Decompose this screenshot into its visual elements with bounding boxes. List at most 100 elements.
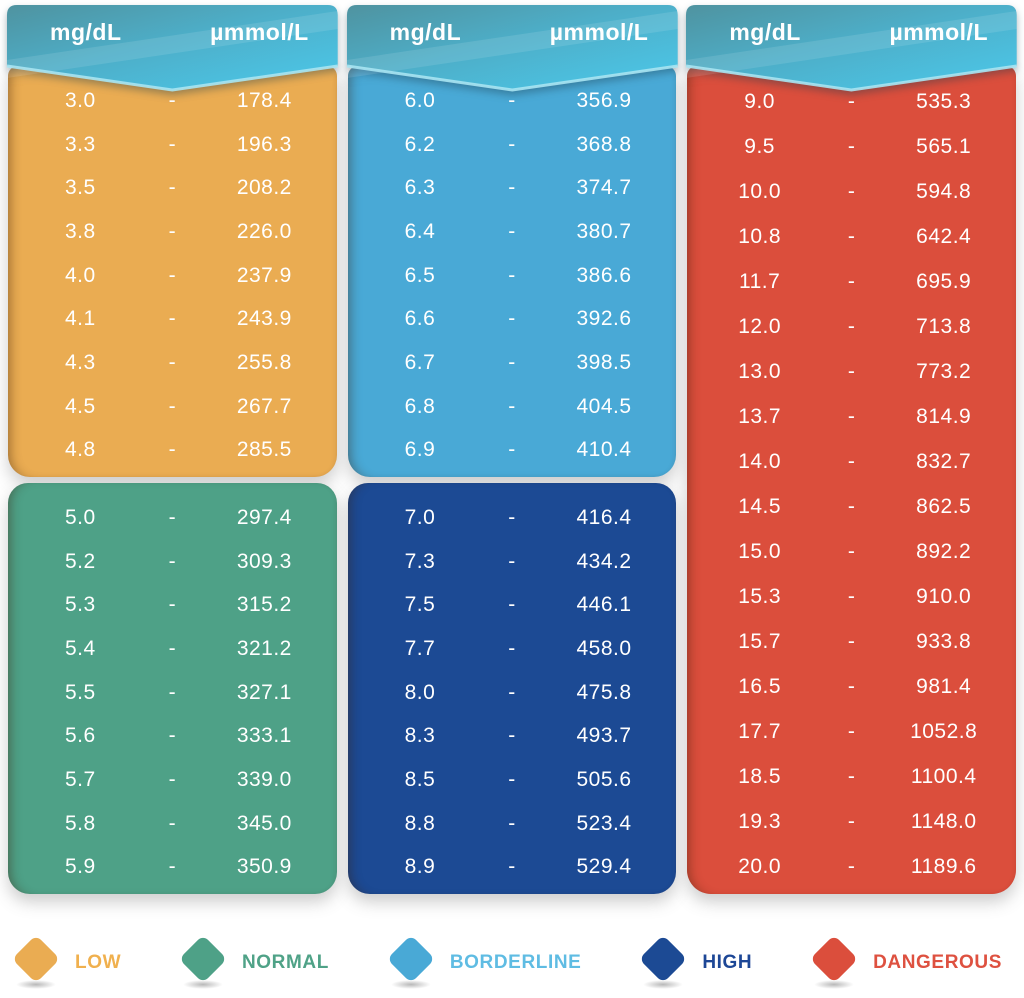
high-diamond-icon [639, 934, 688, 984]
table-row: 12.0 - 713.8 [687, 304, 1016, 349]
mg-value: 6.9 [404, 438, 436, 462]
table-row: 4.5 - 267.7 [8, 385, 337, 429]
table-row: 7.0 - 416.4 [348, 496, 677, 540]
umol-value: 392.6 [576, 307, 632, 331]
umol-value: 350.9 [236, 855, 292, 879]
range-dash: - [847, 269, 856, 293]
borderline-diamond-icon [386, 934, 435, 984]
mg-value: 13.0 [738, 359, 782, 383]
umol-value: 243.9 [236, 307, 292, 331]
mg-value: 10.8 [738, 224, 782, 248]
range-dash: - [847, 134, 856, 158]
mg-value: 14.0 [738, 449, 782, 473]
header-ribbon: mg/dL µmmol/L [6, 4, 339, 92]
table-row: 6.5 - 386.6 [348, 254, 677, 298]
range-dash: - [508, 350, 516, 374]
mg-value: 6.3 [404, 176, 436, 200]
range-dash: - [168, 767, 177, 791]
table-row: 10.8 - 642.4 [687, 214, 1016, 259]
umol-value: 267.7 [236, 394, 292, 418]
umol-value: 327.1 [236, 680, 292, 704]
column-2: mg/dL µmmol/L 6.0-356.9 6.2-368.8 6.3-374.7 6… [346, 0, 679, 894]
mg-value: 5.2 [64, 549, 96, 573]
umol-value: 309.3 [236, 549, 292, 573]
mg-value: 6.7 [404, 350, 436, 374]
range-dash: - [847, 224, 856, 248]
range-dash: - [168, 350, 177, 374]
section-dangerous: 9.0 - 535.3 9.5 - 565.1 10.0 - 594.8 10.8 - 642.4 11… [687, 66, 1017, 894]
legend-item-normal: NORMAL [178, 934, 329, 989]
table-row: 9.0 - 535.3 [687, 79, 1016, 124]
umol-value: 416.4 [576, 505, 632, 529]
umol-value: 410.4 [576, 438, 632, 462]
range-dash: - [508, 593, 516, 617]
mg-value: 5.9 [64, 855, 96, 879]
range-dash: - [508, 132, 516, 156]
mg-value: 4.0 [64, 263, 96, 287]
umol-value: 892.2 [916, 539, 972, 563]
range-dash: - [168, 394, 177, 418]
mg-value: 4.5 [64, 394, 96, 418]
umol-value: 1052.8 [910, 719, 978, 743]
range-dash: - [168, 176, 177, 200]
mg-value: 6.6 [404, 307, 436, 331]
borderline-diamond-wrap [386, 934, 435, 989]
table-row: 14.0 - 832.7 [687, 439, 1016, 484]
column-3: mg/dL µmmol/L 9.0 - 535.3 9.5 - 565.1 10.0 - 594.8… [686, 0, 1018, 894]
section-high: 7.0 - 416.4 7.3 - 434.2 7.5 - 446.1 7.7 - 458.0 8.0 -… [347, 483, 677, 894]
range-dash: - [168, 724, 177, 748]
table-row: 4.0 - 237.9 [8, 254, 337, 298]
ribbon-banner-shape [686, 5, 1018, 92]
range-dash: - [508, 219, 516, 243]
legend-label: HIGH [702, 952, 753, 973]
mg-value: 8.3 [404, 724, 436, 748]
normal-diamond-wrap [178, 934, 228, 989]
umol-value: 535.3 [916, 89, 972, 113]
table-row: 16.5 - 981.4 [687, 664, 1016, 709]
umol-value: 380.7 [576, 219, 632, 243]
mg-value: 17.7 [738, 719, 782, 743]
range-dash: - [508, 724, 516, 748]
table-row: 18.5 - 1100.4 [687, 754, 1016, 799]
range-dash: - [847, 404, 856, 428]
table-row: 11.7 - 695.9 [687, 259, 1016, 304]
range-dash: - [508, 394, 516, 418]
range-dash: - [508, 505, 516, 529]
header-ribbon: mg/dL µmmol/L [346, 4, 679, 92]
range-dash: - [847, 179, 856, 203]
mg-value: 9.0 [744, 89, 775, 113]
range-dash: - [168, 636, 177, 660]
diamond-shadow [16, 980, 56, 989]
mg-value: 19.3 [738, 809, 782, 833]
range-dash: - [847, 584, 856, 608]
mg-value: 15.3 [738, 584, 782, 608]
umol-value: 981.4 [916, 674, 972, 698]
section-normal: 5.0 - 297.4 5.2 - 309.3 5.3 - 315.2 5.4 - 321.2 5.5 -… [8, 483, 337, 894]
mg-value: 8.8 [404, 811, 436, 835]
umol-value: 196.3 [236, 132, 292, 156]
umol-value: 713.8 [916, 314, 972, 338]
section-borderline: 6.0 - 356.9 6.2 - 368.8 6.3 - 374.7 6.4 - 380.7 6.5 -… [347, 66, 677, 477]
umol-value: 374.7 [576, 176, 632, 200]
table-row: 4.8 - 285.5 [8, 428, 337, 472]
umol-value: 523.4 [576, 811, 632, 835]
umol-value: 315.2 [236, 593, 292, 617]
table-row: 3.5 - 208.2 [8, 166, 337, 210]
umol-value: 285.5 [236, 438, 292, 462]
diamond-shadow [182, 980, 223, 989]
table-row: 8.0 - 475.8 [348, 671, 677, 715]
column-1: mg/dL µmmol/L 3.0-178.4 3.3-196.3 3.5-208.2 3… [6, 0, 339, 894]
umol-value: 297.4 [236, 505, 292, 529]
table-row: 7.5 - 446.1 [348, 583, 677, 627]
umol-value: 458.0 [576, 636, 632, 660]
ribbon-banner-shape [6, 5, 338, 92]
mg-value: 4.3 [64, 350, 96, 374]
range-dash: - [508, 263, 516, 287]
umol-value: 505.6 [576, 767, 632, 791]
table-row: 10.0 - 594.8 [687, 169, 1016, 214]
range-dash: - [168, 593, 177, 617]
table-row: 3.8 - 226.0 [8, 210, 337, 254]
table-row: 6.9 - 410.4 [348, 428, 677, 472]
umol-value: 565.1 [916, 134, 972, 158]
